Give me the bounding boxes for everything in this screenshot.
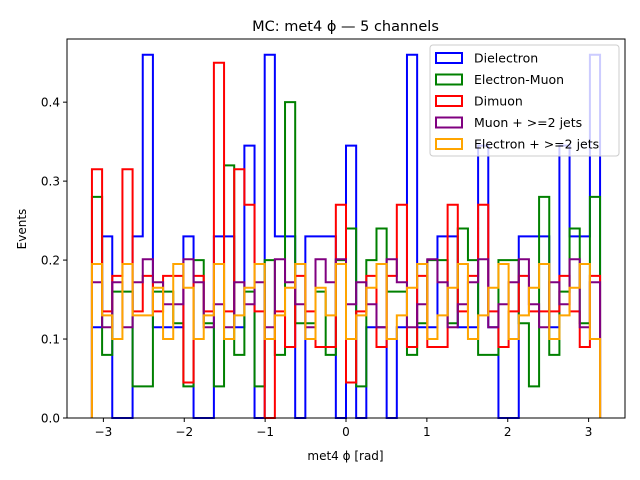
y-axis: 0.0 0.1 0.2 0.3 0.4 xyxy=(41,96,67,426)
y-tick-label: 0.1 xyxy=(41,333,60,347)
legend: Dielectron Electron-Muon Dimuon Muon + >=2 … xyxy=(429,44,620,157)
legend-label-2: Electron-Muon xyxy=(474,72,564,87)
chart-title: MC: met4 ϕ — 5 channels xyxy=(252,19,439,35)
x-tick-label: 1 xyxy=(423,425,431,439)
x-tick-label: −1 xyxy=(256,425,274,439)
y-tick-label: 0.3 xyxy=(41,175,60,189)
x-tick-label: −2 xyxy=(175,425,193,439)
x-axis-label: met4 ϕ [rad] xyxy=(307,449,383,463)
y-tick-label: 0.2 xyxy=(41,254,60,268)
y-tick-label: 0.0 xyxy=(41,412,60,426)
legend-label-4: Muon + >=2 jets xyxy=(474,115,582,130)
legend-swatch-3 xyxy=(435,95,463,107)
x-tick-label: 3 xyxy=(585,425,593,439)
legend-swatch-1 xyxy=(435,52,463,64)
series-line-5 xyxy=(90,263,602,418)
series-layer xyxy=(90,53,602,419)
legend-swatch-5 xyxy=(435,138,463,150)
legend-label-5: Electron + >=2 jets xyxy=(474,137,599,152)
x-tick-label: 2 xyxy=(504,425,512,439)
y-axis-label: Events xyxy=(15,209,29,250)
legend-swatch-2 xyxy=(435,73,463,86)
legend-box xyxy=(429,44,620,157)
x-axis: −3 −2 −1 0 1 2 3 xyxy=(95,418,593,439)
legend-swatch-4 xyxy=(435,116,463,129)
legend-label-3: Dimuon xyxy=(474,94,523,109)
legend-label-1: Dielectron xyxy=(474,51,538,66)
x-tick-label: 0 xyxy=(342,425,350,439)
x-tick-label: −3 xyxy=(95,425,113,439)
y-tick-label: 0.4 xyxy=(41,96,60,110)
